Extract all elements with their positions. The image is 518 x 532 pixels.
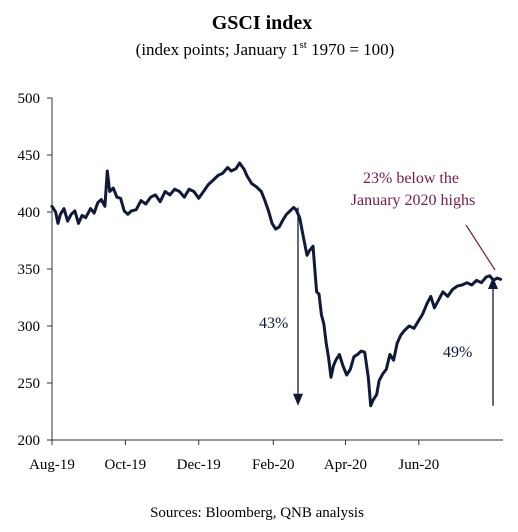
chart-subtitle: (index points; January 1st 1970 = 100) — [136, 39, 395, 59]
y-tick-label: 350 — [18, 262, 41, 278]
y-tick-label: 300 — [18, 319, 41, 335]
rise-arrow-head — [488, 276, 498, 289]
subtitle-superscript: st — [300, 39, 307, 51]
y-tick-label: 250 — [18, 376, 41, 392]
annotation-below-highs-line1: 23% below the — [363, 170, 459, 187]
annotation-drop-label: 43% — [259, 315, 288, 332]
y-tick-label: 200 — [18, 433, 41, 449]
drop-arrow-head — [293, 393, 303, 406]
annotation-below-highs-pointer — [465, 224, 496, 271]
y-tick-label: 500 — [18, 91, 41, 107]
y-axis-ticks: 200 250 300 350 400 450 500 — [18, 91, 52, 449]
chart-source: Sources: Bloomberg, QNB analysis — [150, 505, 364, 521]
annotation-rise-label: 49% — [443, 344, 472, 361]
x-tick-label: Jun-20 — [398, 457, 439, 473]
x-tick-label: Dec-19 — [177, 457, 221, 473]
axes — [51, 98, 503, 441]
x-tick-label: Feb-20 — [252, 457, 295, 473]
x-axis-ticks: Aug-19 Oct-19 Dec-19 Feb-20 Apr-20 Jun-20 — [29, 440, 439, 473]
subtitle-part-2: 1970 = 100) — [307, 40, 395, 59]
y-tick-label: 450 — [18, 148, 41, 164]
chart-title: GSCI index — [212, 12, 313, 34]
gsci-line — [50, 161, 503, 408]
x-tick-label: Aug-19 — [29, 457, 75, 473]
subtitle-part-1: (index points; January 1 — [136, 40, 300, 59]
y-tick-label: 400 — [18, 205, 41, 221]
x-tick-label: Apr-20 — [324, 457, 367, 473]
annotation-below-highs-line2: January 2020 highs — [351, 192, 475, 209]
x-tick-label: Oct-19 — [105, 457, 147, 473]
